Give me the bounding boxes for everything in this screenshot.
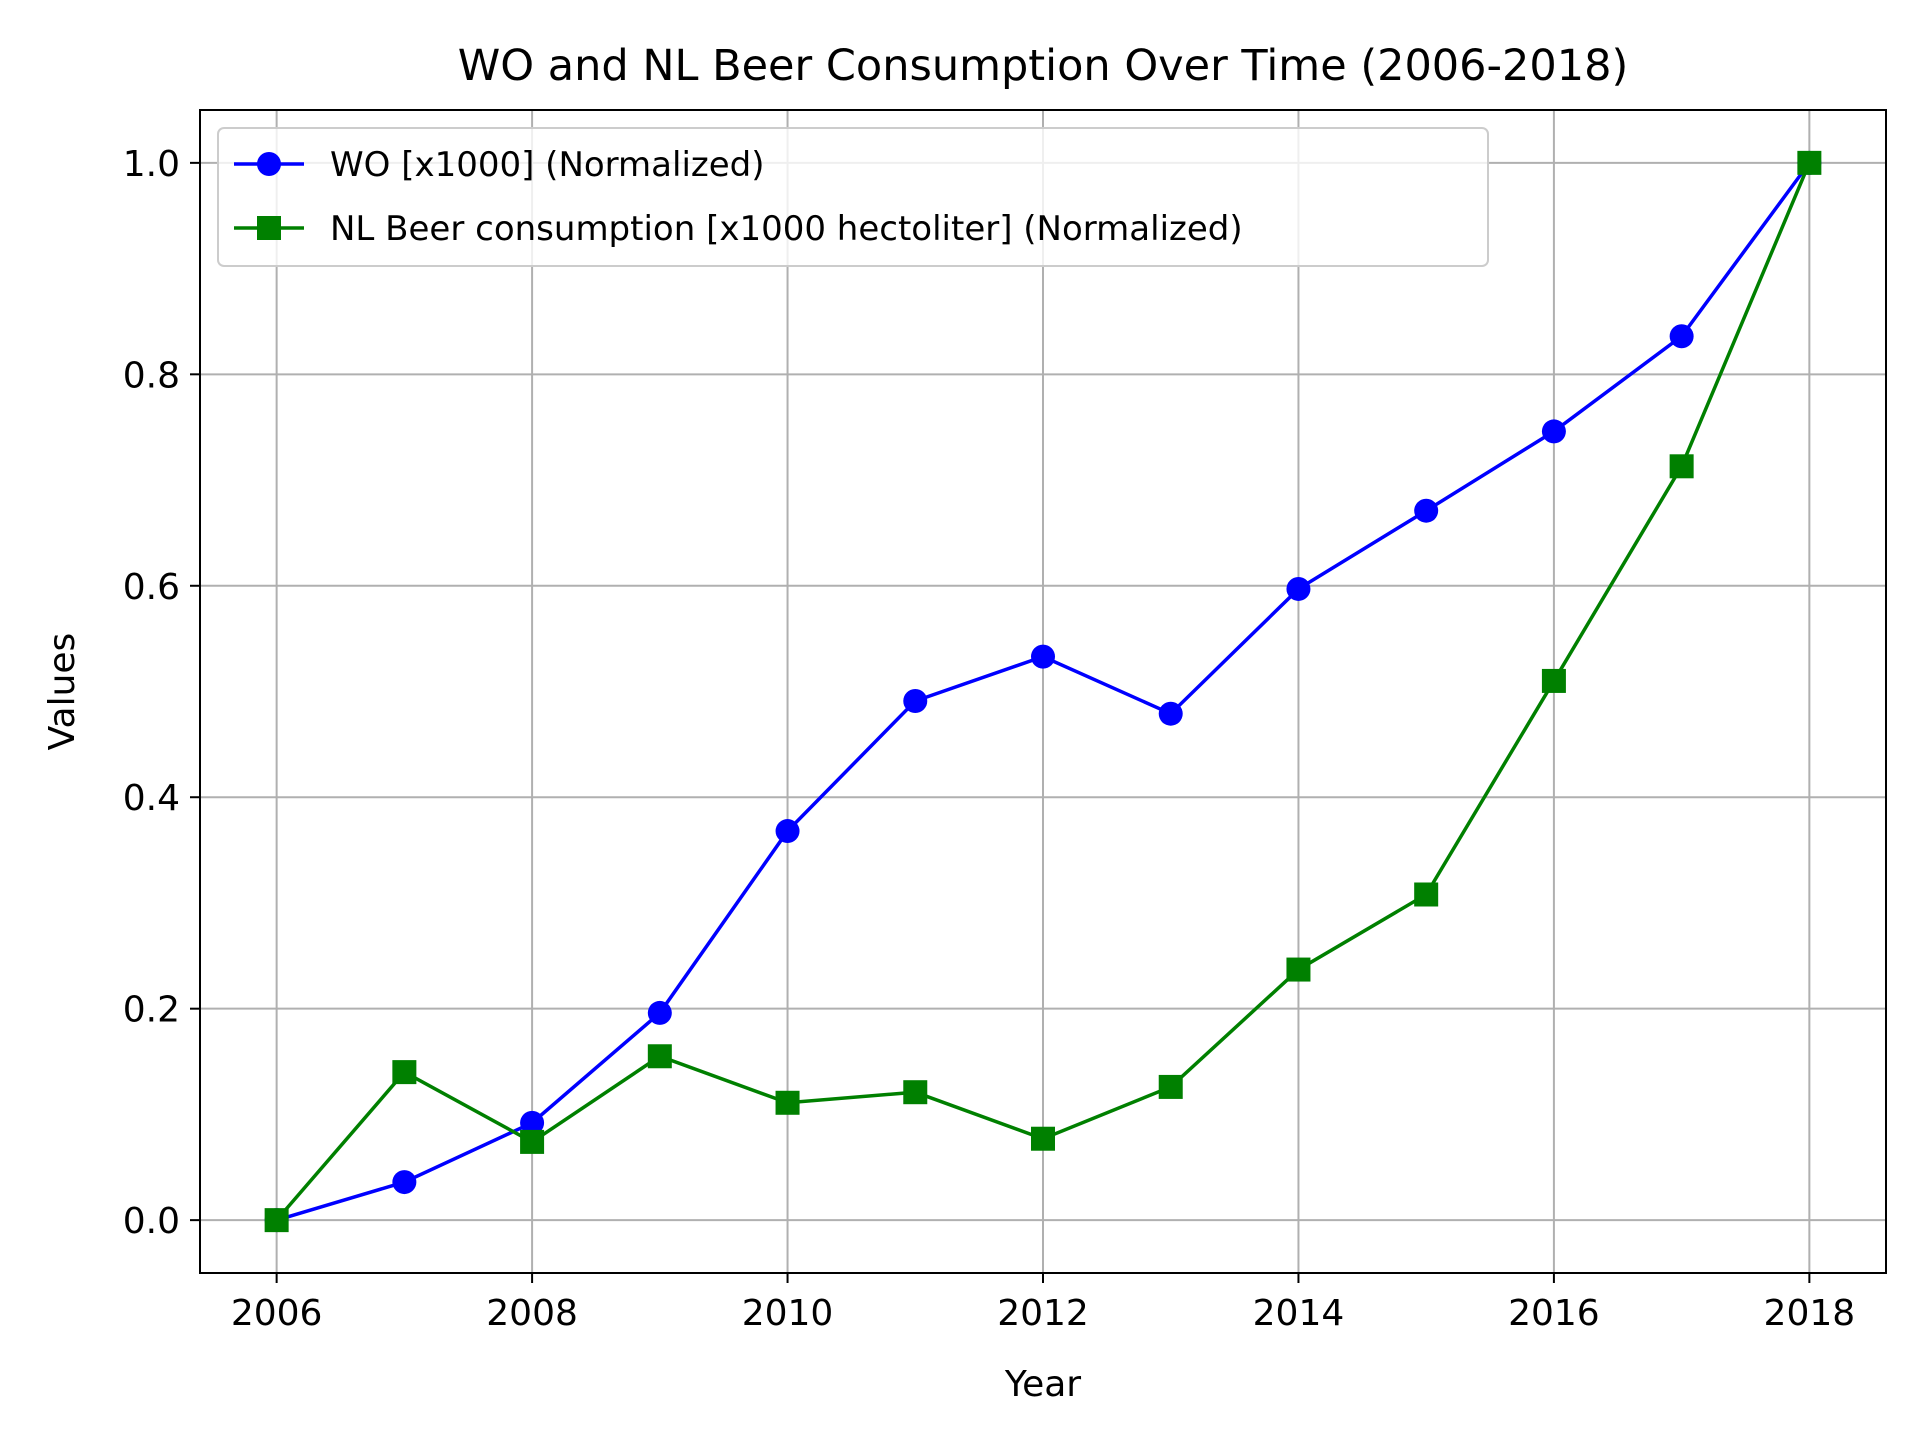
y-tick-label: 0.8 <box>123 355 180 396</box>
legend-item: NL Beer consumption [x1000 hectoliter] (… <box>234 209 1243 249</box>
data-point <box>1541 419 1566 444</box>
data-point <box>775 819 800 844</box>
data-point <box>647 1044 672 1069</box>
axis-ticks: 2006 2008 2010 2012 2014 2016 2018 0.0 0.2 0.4 0.6… <box>123 144 1855 1334</box>
x-tick-label: 2006 <box>231 1293 323 1334</box>
y-axis-label: Values <box>42 633 83 751</box>
chart-title: WO and NL Beer Consumption Over Time (20… <box>458 41 1629 91</box>
x-tick-label: 2018 <box>1764 1293 1856 1334</box>
data-point <box>1669 454 1694 479</box>
y-tick-label: 0.2 <box>123 990 180 1031</box>
x-tick-label: 2014 <box>1253 1293 1345 1334</box>
x-axis-label: Year <box>1004 1364 1081 1405</box>
data-point <box>1031 644 1055 669</box>
data-point <box>1158 1074 1183 1099</box>
legend-box <box>217 127 1489 267</box>
y-tick-label: 0.4 <box>123 778 180 819</box>
data-point <box>647 1000 672 1025</box>
x-tick-label: 2012 <box>997 1293 1089 1334</box>
legend-item: WO [x1000] (Normalized) <box>234 145 765 185</box>
data-point <box>903 1080 928 1105</box>
data-point <box>392 1170 417 1195</box>
x-tick-label: 2008 <box>486 1293 578 1334</box>
legend-marker <box>257 152 281 176</box>
data-point <box>1158 701 1183 726</box>
data-point <box>392 1060 417 1085</box>
y-tick-label: 0.0 <box>123 1201 180 1242</box>
x-tick-label: 2016 <box>1508 1293 1600 1334</box>
data-point <box>1414 882 1439 907</box>
data-point <box>1797 150 1822 175</box>
grid-lines <box>200 110 1886 1273</box>
legend-label: NL Beer consumption [x1000 hectoliter] (… <box>330 209 1243 249</box>
y-tick-label: 1.0 <box>123 144 180 185</box>
data-point <box>903 689 928 714</box>
data-point <box>520 1110 545 1135</box>
data-point <box>1541 668 1566 693</box>
data-point <box>1031 1126 1055 1151</box>
data-point <box>1414 498 1439 523</box>
data-point <box>520 1129 545 1154</box>
y-tick-label: 0.6 <box>123 567 180 608</box>
data-point <box>264 1208 289 1233</box>
data-point <box>1286 576 1311 601</box>
data-point <box>1669 324 1694 349</box>
data-point <box>775 1090 800 1115</box>
x-tick-label: 2010 <box>742 1293 834 1334</box>
data-point <box>1286 957 1311 982</box>
legend: WO [x1000] (Normalized) NL Beer consumpti… <box>217 127 1489 267</box>
legend-label: WO [x1000] (Normalized) <box>330 145 765 185</box>
series-nl-beer <box>264 150 1822 1233</box>
series-layer <box>264 150 1822 1233</box>
legend-marker <box>257 216 281 240</box>
